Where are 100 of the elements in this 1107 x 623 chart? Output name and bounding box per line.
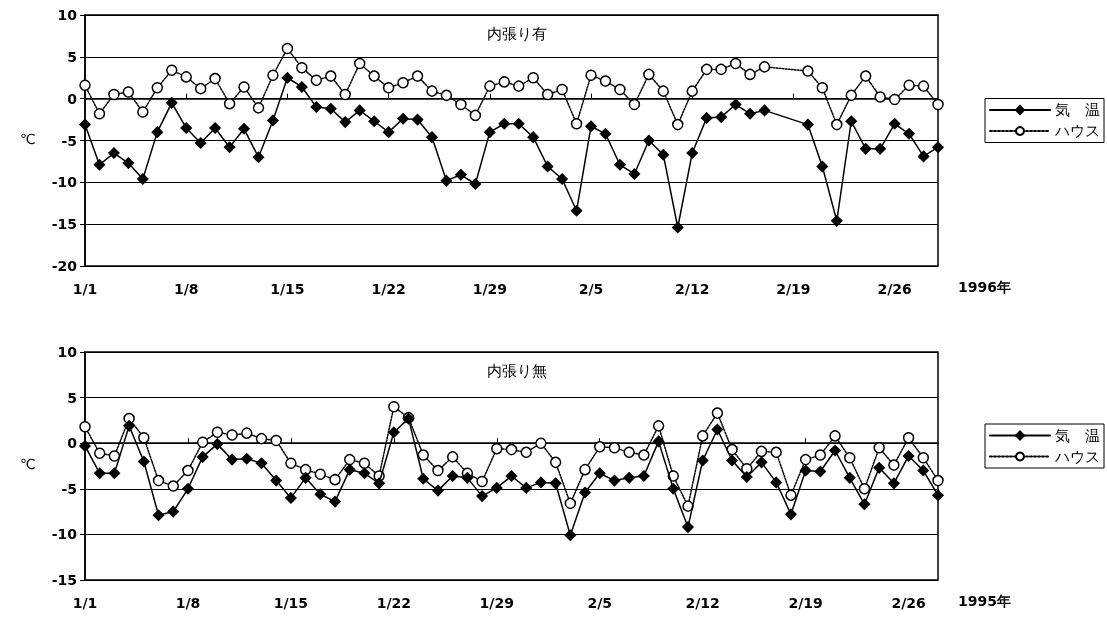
point xyxy=(556,83,568,96)
point xyxy=(255,432,268,445)
point xyxy=(469,109,482,122)
point xyxy=(255,457,268,470)
x-tick-label: 1/22 xyxy=(371,281,406,297)
point xyxy=(873,462,885,474)
y-tick-label: -5 xyxy=(61,132,77,149)
point xyxy=(314,488,327,501)
point xyxy=(564,497,577,510)
point xyxy=(874,91,886,103)
point xyxy=(411,113,424,126)
point xyxy=(426,85,438,97)
point xyxy=(226,429,238,441)
point xyxy=(700,63,713,76)
point xyxy=(238,81,250,93)
point xyxy=(241,427,253,439)
x-axis-title: 1996年 xyxy=(958,279,1011,295)
point xyxy=(844,472,856,484)
y-tick-label: -10 xyxy=(51,174,78,191)
point xyxy=(79,79,91,92)
point xyxy=(903,79,915,92)
point xyxy=(726,443,738,456)
point xyxy=(388,400,400,413)
x-tick-label: 2/26 xyxy=(877,281,912,297)
point xyxy=(252,102,265,114)
point xyxy=(397,77,409,89)
point xyxy=(858,498,871,511)
point xyxy=(194,137,207,149)
point xyxy=(108,467,121,480)
point xyxy=(358,467,371,480)
point xyxy=(93,159,106,171)
point xyxy=(79,440,91,452)
point xyxy=(667,483,680,495)
point xyxy=(211,438,224,450)
point xyxy=(858,483,871,495)
point xyxy=(799,464,812,477)
point xyxy=(166,97,178,109)
point xyxy=(152,474,165,487)
point xyxy=(585,69,597,81)
point xyxy=(686,147,698,159)
point xyxy=(556,173,568,185)
point xyxy=(643,134,655,147)
point xyxy=(353,57,366,70)
point xyxy=(93,447,106,459)
point xyxy=(417,473,430,485)
x-axis-title: 1995年 xyxy=(958,593,1011,609)
point xyxy=(138,431,150,444)
point xyxy=(755,445,768,458)
point xyxy=(652,420,665,432)
point xyxy=(329,495,341,508)
point xyxy=(151,82,164,94)
point xyxy=(672,118,684,131)
point xyxy=(382,82,395,94)
point xyxy=(932,489,944,501)
point xyxy=(541,88,554,101)
point xyxy=(729,57,742,70)
point xyxy=(93,107,106,120)
point xyxy=(267,114,279,127)
point xyxy=(932,474,944,487)
point xyxy=(638,470,650,482)
point xyxy=(570,205,583,217)
point xyxy=(845,115,857,128)
point xyxy=(831,118,843,131)
point xyxy=(672,221,684,234)
point xyxy=(744,107,756,120)
x-tick-label: 2/5 xyxy=(578,281,604,297)
point xyxy=(535,437,547,449)
point xyxy=(446,470,459,482)
point xyxy=(339,88,351,101)
point xyxy=(138,455,150,468)
legend-label: 気 温 xyxy=(1055,101,1100,119)
point xyxy=(368,115,380,128)
point xyxy=(657,85,670,97)
point xyxy=(180,71,192,83)
point xyxy=(498,76,511,88)
point xyxy=(238,123,250,135)
point xyxy=(814,465,827,478)
point xyxy=(608,442,621,454)
point xyxy=(579,486,591,499)
point xyxy=(209,122,221,134)
point xyxy=(829,444,841,457)
x-tick-label: 1/29 xyxy=(479,595,514,611)
point xyxy=(108,147,120,159)
point xyxy=(267,69,279,81)
point xyxy=(491,442,503,455)
point xyxy=(484,80,496,92)
point xyxy=(888,477,900,490)
point xyxy=(638,449,650,461)
point xyxy=(657,148,670,161)
point xyxy=(93,467,106,480)
y-tick-label: 5 xyxy=(67,389,77,406)
point xyxy=(520,446,532,459)
x-tick-label: 2/19 xyxy=(776,281,811,297)
point xyxy=(194,82,207,95)
point xyxy=(715,63,727,76)
point xyxy=(816,160,829,173)
point xyxy=(512,80,525,92)
point xyxy=(696,430,709,442)
legend-label: ハウス xyxy=(1054,122,1100,140)
point xyxy=(682,521,694,533)
